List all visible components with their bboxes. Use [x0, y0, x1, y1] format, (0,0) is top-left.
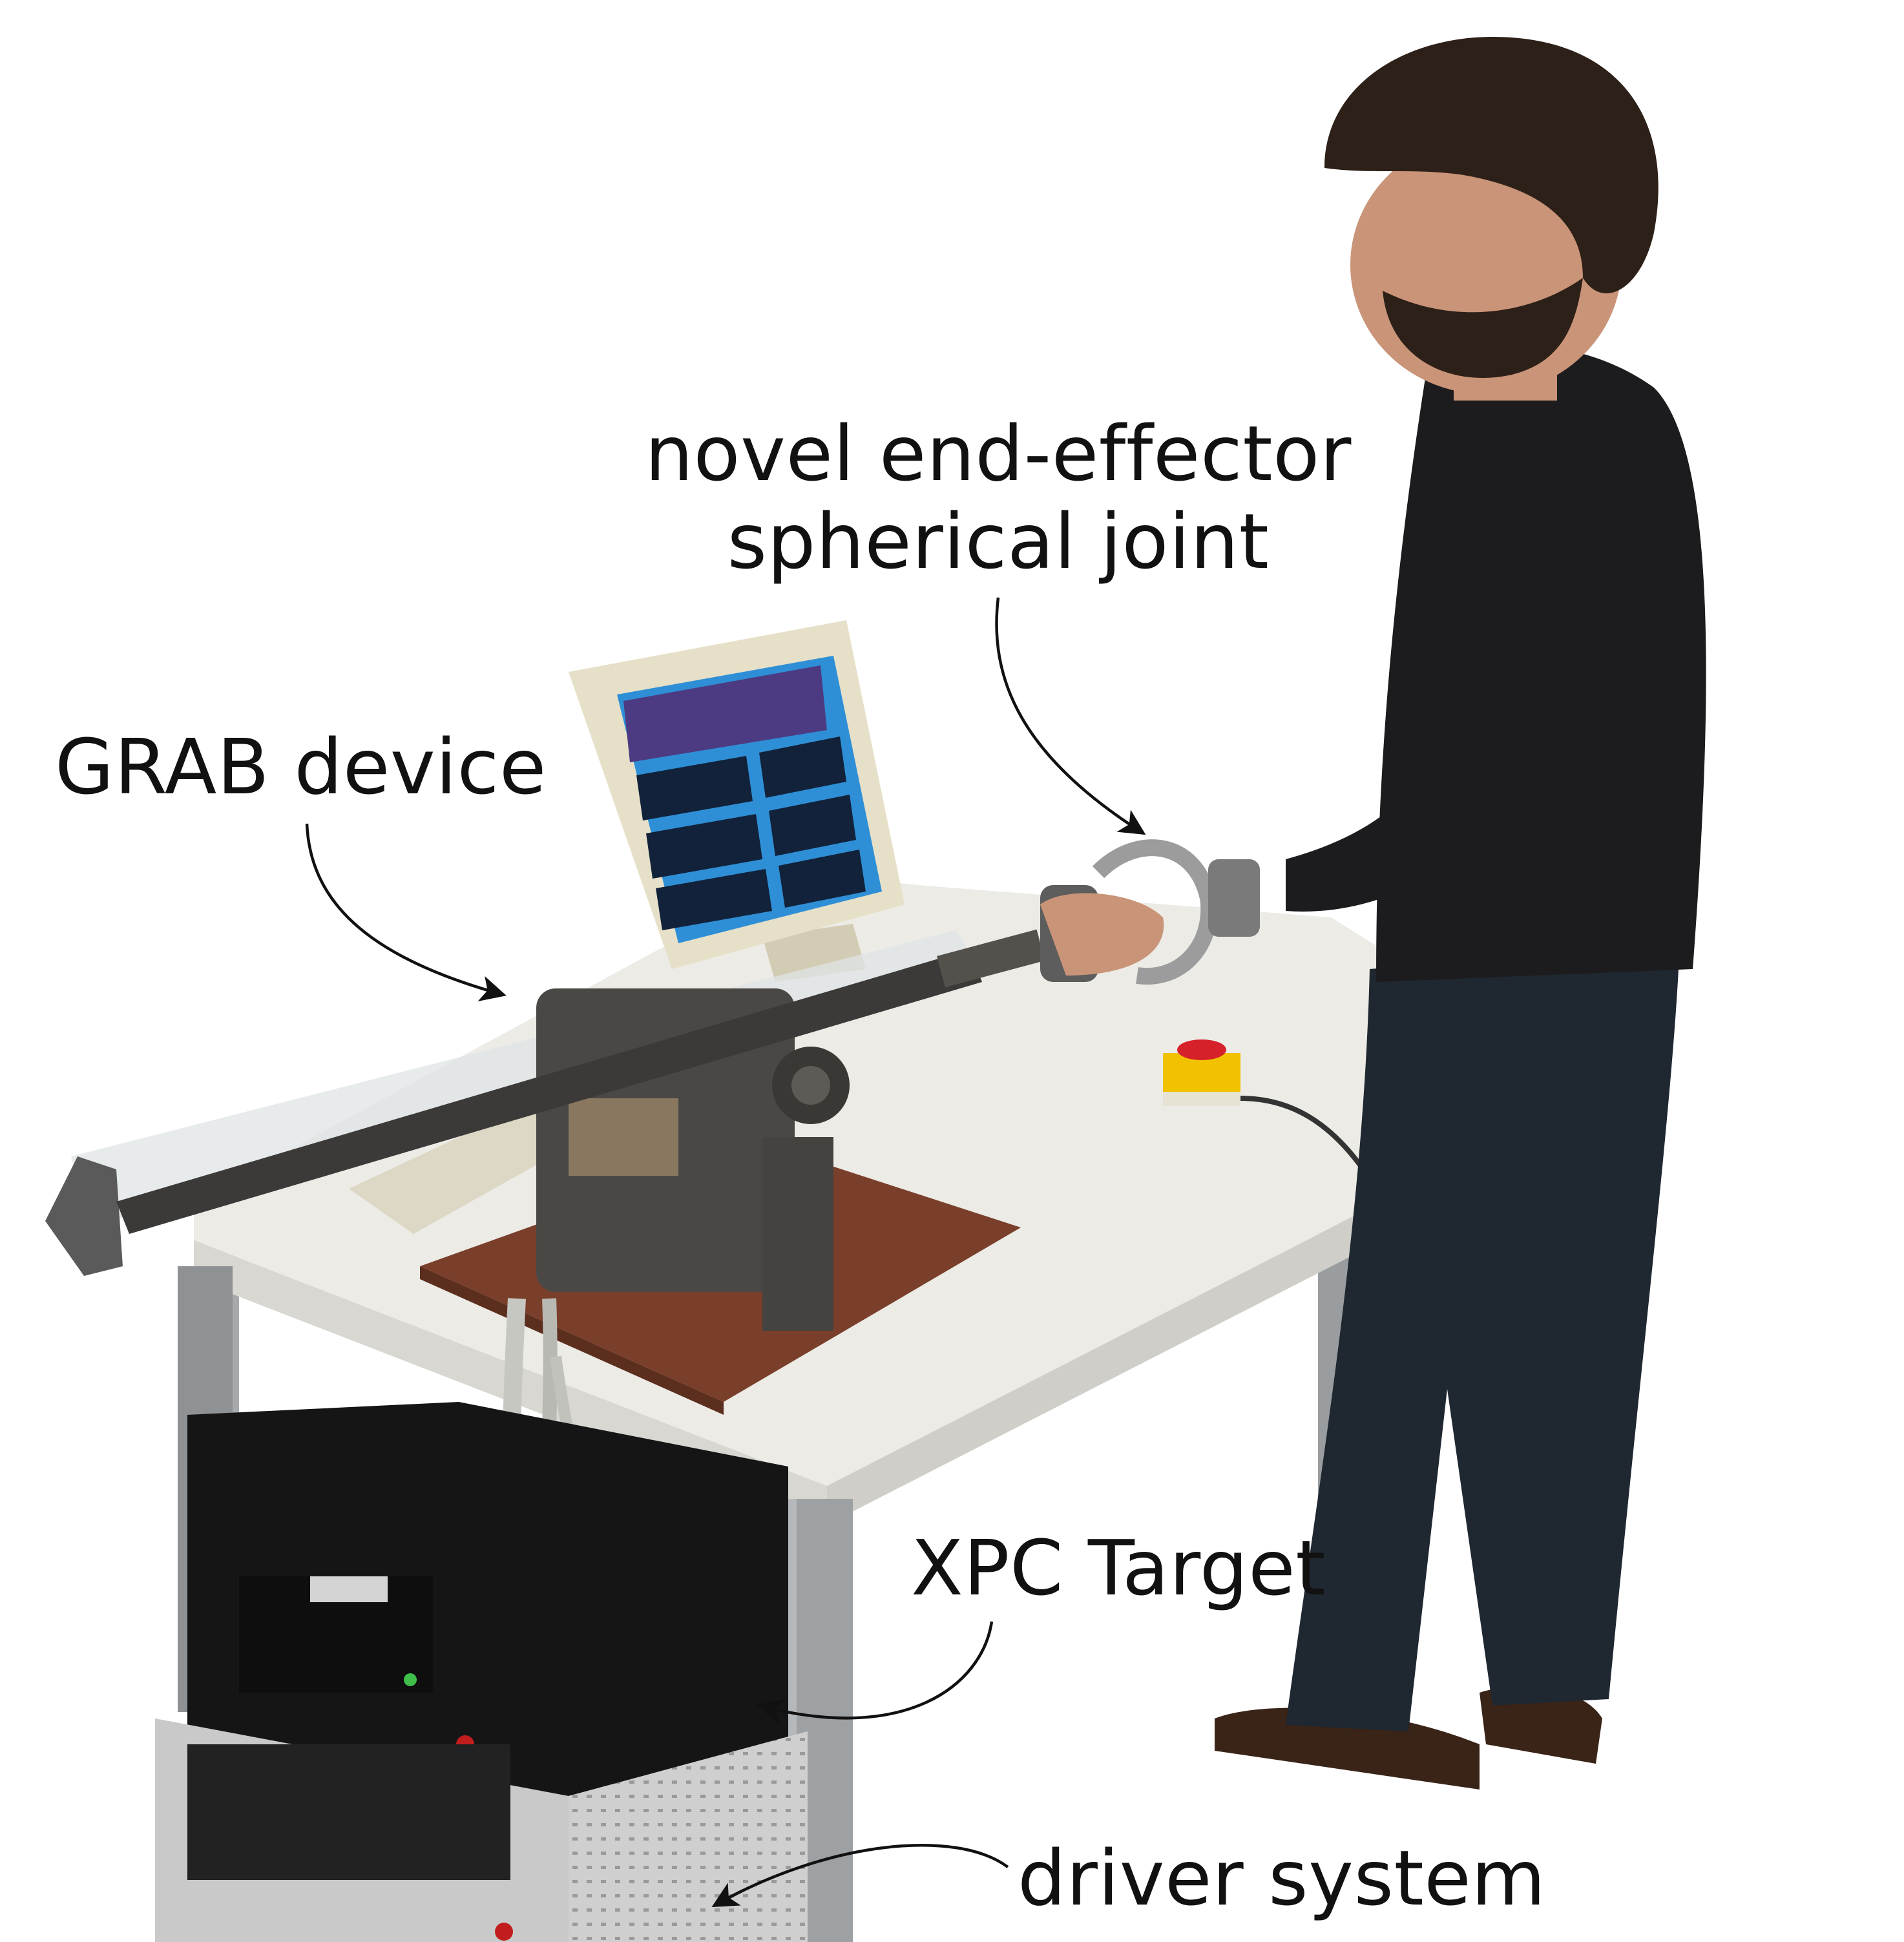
shoe-left [1215, 1707, 1480, 1790]
emergency-stop-box [1163, 1039, 1366, 1171]
xpc-target-label: XPC Target [911, 1523, 1326, 1613]
sweater [1376, 344, 1706, 982]
end-effector-label: novel end-effector spherical joint [640, 410, 1357, 585]
sweater-arm [1286, 743, 1505, 912]
driver-system-label: driver system [1018, 1833, 1546, 1923]
arrow-xpc-target [757, 1621, 994, 1724]
monitor [569, 620, 905, 982]
shoe-right [1480, 1686, 1602, 1764]
arrow-grab-device [305, 823, 507, 1001]
grab-robot [45, 929, 1045, 1942]
arrow-end-effector [995, 597, 1146, 835]
jeans [1286, 943, 1680, 1731]
person [1040, 36, 1706, 1790]
hand [1040, 893, 1164, 976]
xpc-target-rack [187, 1402, 788, 1809]
robot-arm [116, 950, 982, 1234]
arrow-driver-system [711, 1844, 1009, 1908]
table-right-edge [827, 1215, 1357, 1525]
beard [1383, 278, 1583, 378]
end-effector-label-line1: novel end-effector [645, 409, 1352, 498]
grab-device-label: GRAB device [55, 722, 547, 811]
end-effector-label-line2: spherical joint [727, 496, 1270, 586]
hair [1324, 36, 1658, 294]
